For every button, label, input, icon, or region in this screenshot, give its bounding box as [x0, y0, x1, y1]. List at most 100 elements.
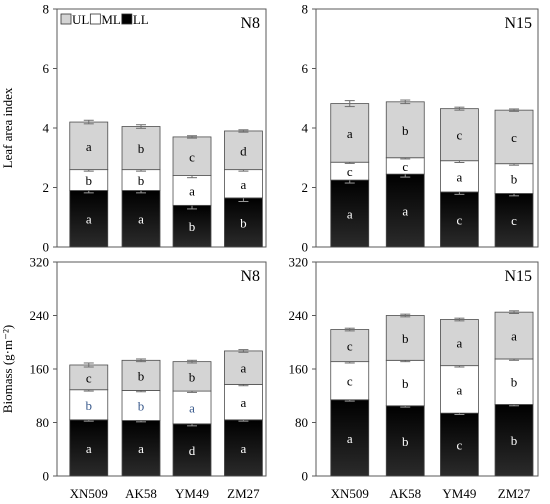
- significance-label-ul: c: [347, 339, 353, 354]
- panel-label: N8: [240, 268, 260, 285]
- significance-label-ll: c: [457, 438, 463, 453]
- y-tick-label: 240: [30, 308, 50, 323]
- significance-label-ml: a: [457, 382, 463, 397]
- significance-label-ul: b: [189, 369, 196, 384]
- legend-label-ml: ML: [101, 12, 121, 27]
- bar-segment-ml: [224, 383, 263, 421]
- bar-segment-ul: [494, 311, 534, 360]
- significance-label-ml: a: [189, 400, 195, 415]
- panel-label: N8: [240, 15, 260, 32]
- significance-label-ul: b: [138, 368, 145, 383]
- significance-label-ul: a: [86, 139, 92, 154]
- significance-label-ml: b: [511, 375, 518, 390]
- y-tick-label: 320: [289, 255, 309, 270]
- significance-label-ul: b: [138, 141, 145, 156]
- significance-label-ul: d: [240, 143, 247, 158]
- significance-label-ml: b: [402, 376, 409, 391]
- category-label: ZM27: [498, 486, 531, 501]
- significance-label-ul: a: [457, 336, 463, 351]
- y-tick-label: 6: [43, 61, 50, 76]
- bar-segment-ll: [224, 197, 263, 248]
- bar-segment-ul: [494, 109, 534, 165]
- category-label: XN509: [70, 486, 108, 501]
- bar-segment-ul: [385, 101, 425, 159]
- significance-label-ul: b: [402, 123, 409, 138]
- category-label: ZM27: [227, 486, 260, 501]
- significance-label-ml: b: [511, 172, 518, 187]
- significance-label-ul: a: [241, 361, 247, 376]
- significance-label-ll: a: [86, 212, 92, 227]
- significance-label-ll: a: [241, 441, 247, 456]
- y-tick-label: 80: [36, 415, 49, 430]
- significance-label-ll: a: [347, 431, 353, 446]
- significance-label-ll: a: [347, 207, 353, 222]
- bar-segment-ll: [121, 190, 161, 248]
- y-axis-title: Leaf area index: [0, 87, 15, 168]
- significance-label-ul: c: [457, 128, 463, 143]
- y-tick-label: 240: [289, 308, 309, 323]
- significance-label-ul: a: [347, 126, 353, 141]
- significance-label-ml: b: [138, 173, 145, 188]
- bar-segment-ul: [440, 108, 479, 162]
- panel-1: 0 2 4 6 8 N15 a c a a c b c a c c b c: [302, 2, 539, 255]
- bar-segment-ml: [69, 389, 109, 421]
- bar-segment-ll: [385, 405, 425, 477]
- bar-segment-ll: [172, 423, 212, 477]
- y-tick-label: 4: [302, 121, 309, 136]
- significance-label-ml: b: [86, 173, 93, 188]
- legend-label-ul: UL: [72, 12, 89, 27]
- panel-label: N15: [504, 268, 532, 285]
- bar-segment-ul: [172, 136, 212, 177]
- bar-segment-ll: [440, 191, 479, 248]
- significance-label-ml: c: [347, 374, 353, 389]
- significance-label-ll: a: [138, 212, 144, 227]
- legend-swatch-ul: [60, 13, 72, 25]
- significance-label-ml: a: [457, 169, 463, 184]
- bar-segment-ml: [121, 389, 161, 421]
- bar-segment-ml: [494, 163, 534, 194]
- significance-label-ll: b: [240, 215, 247, 230]
- bar-segment-ll: [69, 419, 109, 477]
- bar-segment-ll: [121, 420, 161, 477]
- y-tick-label: 160: [289, 362, 309, 377]
- significance-label-ml: a: [241, 395, 247, 410]
- bar-segment-ll: [172, 204, 212, 248]
- bar-segment-ll: [330, 179, 370, 248]
- legend-swatch-ll: [121, 13, 133, 25]
- bar-segment-ml: [440, 365, 479, 414]
- y-tick-label: 160: [30, 362, 50, 377]
- legend-label-ll: LL: [133, 12, 149, 27]
- y-tick-label: 2: [302, 180, 309, 195]
- significance-label-ml: a: [189, 183, 195, 198]
- category-label: XN509: [331, 486, 369, 501]
- category-label: AK58: [389, 486, 421, 501]
- bar-segment-ll: [224, 419, 263, 477]
- bar-segment-ul: [440, 319, 479, 367]
- y-tick-label: 0: [43, 240, 50, 255]
- panel-0: 0 2 4 6 8 Leaf area index N8 a b a a b b b a c b a d UL ML LL: [0, 2, 267, 255]
- bar-segment-ul: [121, 126, 161, 171]
- bar-segment-ll: [494, 404, 534, 477]
- significance-label-ml: c: [402, 159, 408, 174]
- significance-label-ul: c: [189, 149, 195, 164]
- bar-segment-ml: [385, 359, 425, 407]
- y-tick-label: 8: [302, 2, 309, 17]
- significance-label-ll: c: [457, 212, 463, 227]
- y-tick-label: 80: [295, 415, 308, 430]
- bar-segment-ul: [224, 130, 263, 171]
- category-label: YM49: [442, 486, 476, 501]
- y-tick-label: 4: [43, 121, 50, 136]
- bar-segment-ll: [330, 399, 370, 477]
- y-tick-label: 0: [302, 240, 309, 255]
- bar-segment-ml: [172, 175, 212, 206]
- significance-label-ll: a: [86, 441, 92, 456]
- y-tick-label: 8: [43, 2, 50, 17]
- significance-label-ll: b: [189, 219, 196, 234]
- panel-3: 0 80 160 240 320 N15 a c c XN509 b b b AK58 c a a YM49 b b a…: [289, 255, 539, 501]
- bar-segment-ul: [69, 364, 109, 391]
- bar-segment-ml: [440, 160, 479, 193]
- significance-label-ll: a: [138, 441, 144, 456]
- legend-swatch-ml: [89, 13, 101, 25]
- significance-label-ll: c: [511, 213, 517, 228]
